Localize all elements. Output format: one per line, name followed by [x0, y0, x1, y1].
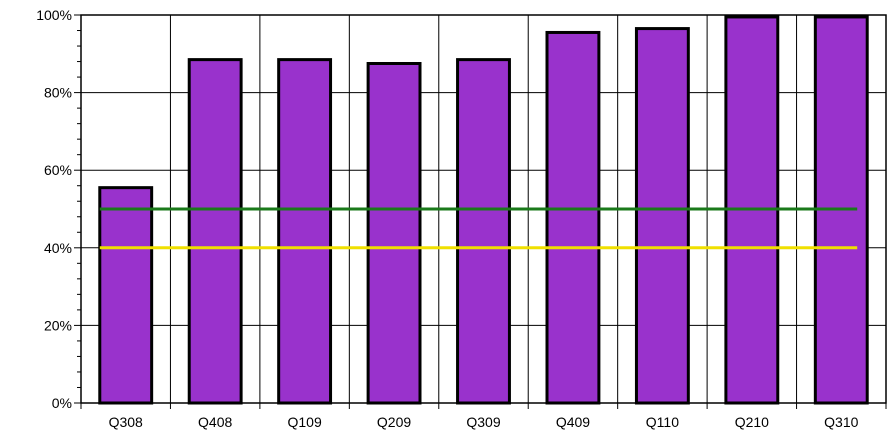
- bar-q409: [547, 32, 599, 403]
- bar-q209: [368, 64, 420, 404]
- bar-q309: [458, 60, 510, 403]
- x-tick-label: Q408: [198, 414, 232, 430]
- x-tick-label: Q310: [824, 414, 858, 430]
- bar-q110: [636, 29, 688, 403]
- y-tick-labels: 0% 20% 40% 60% 80% 100%: [36, 7, 72, 411]
- x-tick-labels: Q308 Q408 Q109 Q209 Q309 Q409 Q110 Q210 Q310: [109, 414, 859, 430]
- x-tick-label: Q308: [109, 414, 143, 430]
- bar-q408: [189, 60, 241, 403]
- y-tick-label: 40%: [44, 240, 72, 256]
- x-tick-label: Q209: [377, 414, 411, 430]
- y-tick-label: 60%: [44, 162, 72, 178]
- x-tick-label: Q109: [287, 414, 321, 430]
- x-tick-label: Q409: [556, 414, 590, 430]
- y-tick-label: 80%: [44, 85, 72, 101]
- bar-q308: [100, 188, 152, 403]
- bar-q109: [279, 60, 331, 403]
- y-tick-label: 20%: [44, 317, 72, 333]
- x-tick-label: Q110: [646, 414, 679, 430]
- y-tick-label: 100%: [36, 7, 72, 23]
- x-tick-label: Q210: [735, 414, 769, 430]
- x-tick-label: Q309: [466, 414, 500, 430]
- y-tick-label: 0%: [52, 395, 72, 411]
